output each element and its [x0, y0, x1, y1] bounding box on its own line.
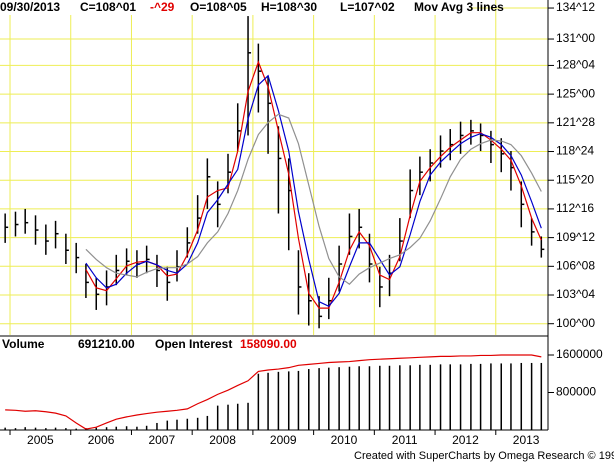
volume-bar: [500, 363, 502, 430]
y-tick-label: 121^28: [556, 115, 595, 129]
high-text: H=108^30: [261, 0, 317, 14]
volume-bar: [540, 362, 543, 430]
footer: Created with SuperCharts by Omega Resear…: [354, 450, 614, 462]
date: 09/30/2013: [0, 0, 60, 14]
series-current: 158090.00: [240, 337, 297, 351]
volume-bar: [388, 365, 391, 430]
volume-bar: [125, 426, 128, 430]
volume-bar: [267, 372, 269, 430]
y-tick-label: 125^00: [556, 86, 595, 100]
x-tick-label: 2007: [148, 433, 175, 447]
grid-layer: 100^00 103^04 106^08 109^12 112^16 115^20 118^…: [0, 0, 603, 447]
y-tick-label: 118^24: [556, 144, 594, 158]
x-tick-label: 2013: [513, 433, 540, 447]
volume-bar: [379, 365, 381, 430]
volume-bar: [409, 365, 411, 430]
volume-bar: [206, 415, 209, 430]
low-text: L=107^02: [340, 0, 395, 14]
header-bg: [0, 0, 470, 15]
volume-bar: [318, 368, 320, 430]
volume-bar: [459, 364, 462, 430]
volume-bar: [399, 365, 401, 430]
moving-average: [85, 113, 542, 286]
volume-bar: [115, 426, 118, 430]
study-text: Mov Avg 3 lines: [414, 0, 504, 14]
volume-bar: [277, 371, 280, 430]
volume-bar: [65, 428, 67, 430]
moving-average: [85, 60, 542, 309]
volume-bar: [34, 427, 37, 430]
volume-bar: [479, 363, 482, 430]
volume-bar: [24, 427, 26, 430]
open-text: O=108^05: [190, 0, 247, 14]
volume-bar: [247, 402, 249, 430]
open-interest-line: [5, 354, 542, 430]
volume-bar: [308, 369, 310, 430]
y-tick-label: 131^00: [556, 31, 595, 45]
volume-bar: [105, 427, 108, 430]
volume-bar: [470, 363, 472, 430]
change-text: -^29: [150, 0, 175, 14]
y-tick-label: 1600000: [556, 347, 603, 361]
volume-bar: [236, 403, 239, 430]
volume-bar: [136, 426, 138, 430]
y-tick-label: 109^12: [556, 230, 595, 244]
x-tick-label: 2012: [452, 433, 479, 447]
y-tick-label: 106^08: [556, 258, 595, 272]
volume-bar: [176, 419, 178, 430]
volume-bar: [419, 364, 421, 430]
volume-bar: [358, 366, 360, 430]
volume-bar: [328, 367, 330, 430]
volume-bar: [429, 364, 431, 430]
volume-bar: [348, 366, 351, 430]
volume-bar: [520, 362, 523, 430]
x-tick-label: 2009: [270, 433, 297, 447]
volume-bar: [368, 366, 371, 430]
volume-bar: [510, 363, 512, 430]
volume-bar: [95, 427, 97, 430]
x-tick-label: 2005: [27, 433, 54, 447]
y-tick-label: 112^16: [556, 201, 594, 215]
volume-bar: [216, 405, 219, 430]
volume-bar: [439, 364, 442, 430]
volume-bar: [166, 420, 169, 430]
series-name: Volume: [2, 337, 45, 351]
volume-bar: [186, 418, 189, 430]
volume-bar: [4, 427, 6, 430]
volume-bar: [14, 428, 17, 430]
volume-bar: [75, 428, 77, 430]
series-current: 691210.00: [78, 337, 135, 351]
y-tick-label: 103^04: [556, 287, 595, 301]
volume-bar: [156, 422, 158, 430]
close-text: C=108^01: [80, 0, 136, 14]
volume-bar: [287, 371, 290, 430]
y-tick-label: 115^20: [556, 172, 594, 186]
volume-bar: [145, 425, 148, 430]
header: 09/30/2013 C=108^01 -^29 O=108^05 H=108^…: [0, 0, 504, 352]
x-tick-label: 2006: [88, 433, 115, 447]
volume-bar: [227, 404, 229, 430]
volume-bar: [449, 364, 451, 430]
x-tick-label: 2011: [392, 433, 418, 447]
volume-bar: [297, 370, 300, 430]
y-tick-label: 800000: [556, 385, 596, 399]
mark-layer: [4, 16, 545, 430]
volume-bar: [45, 428, 47, 430]
series-name: Open Interest: [155, 337, 232, 351]
y-tick-label: 134^12: [556, 0, 595, 14]
volume-bar: [490, 363, 492, 430]
y-tick-label: 128^04: [556, 58, 595, 72]
y-tick-label: 100^00: [556, 316, 595, 330]
x-tick-label: 2008: [209, 433, 236, 447]
volume-bar: [196, 417, 199, 430]
volume-header-bg: [0, 337, 320, 352]
x-tick-label: 2010: [331, 433, 358, 447]
volume-bar: [54, 427, 57, 430]
volume-bar: [530, 362, 533, 430]
volume-bar: [257, 373, 260, 430]
volume-bar: [338, 367, 340, 430]
